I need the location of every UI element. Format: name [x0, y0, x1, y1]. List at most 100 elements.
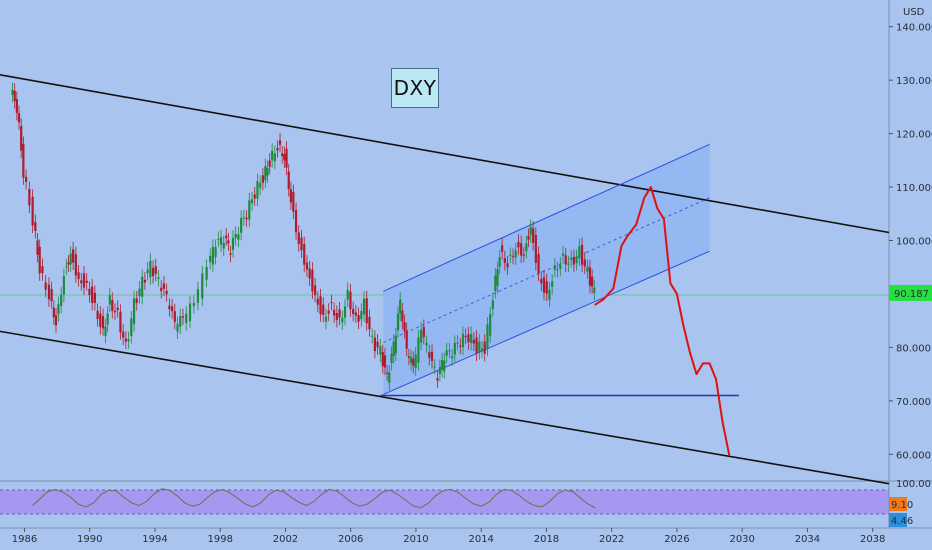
- price-candle: [322, 304, 325, 315]
- price-candle: [111, 299, 114, 312]
- price-candle: [527, 235, 530, 240]
- price-candle: [311, 269, 314, 292]
- price-candle: [394, 335, 397, 354]
- price-candle: [373, 337, 377, 352]
- price-candle: [335, 312, 338, 320]
- price-candle: [211, 247, 214, 265]
- price-candle: [253, 194, 256, 199]
- price-candle: [475, 337, 478, 354]
- x-tick-label: 2030: [729, 534, 754, 545]
- price-candle: [122, 331, 125, 338]
- price-candle: [130, 318, 133, 337]
- price-candle: [401, 310, 404, 322]
- price-candle: [376, 341, 379, 348]
- price-candle: [15, 99, 18, 113]
- channel-upper: [383, 143, 710, 292]
- price-candle: [501, 245, 504, 252]
- price-candle: [349, 291, 352, 310]
- price-candle: [69, 253, 72, 265]
- price-candle: [580, 244, 584, 265]
- price-candle: [240, 218, 243, 233]
- price-candle: [545, 281, 548, 294]
- price-candle: [62, 276, 65, 295]
- price-candle: [34, 222, 37, 232]
- x-tick-label: 1990: [77, 534, 102, 545]
- price-candle: [313, 285, 317, 295]
- price-candle: [388, 372, 391, 383]
- price-candle: [28, 188, 31, 206]
- price-candle: [219, 237, 223, 245]
- price-candle: [205, 266, 208, 280]
- y-tick-label: 130.000: [896, 76, 932, 87]
- price-candle: [141, 276, 144, 297]
- price-candle: [483, 341, 486, 354]
- price-candle: [85, 280, 88, 283]
- price-candle: [135, 298, 138, 303]
- price-candle: [143, 279, 147, 283]
- price-candle: [553, 265, 556, 270]
- price-candle: [467, 334, 470, 343]
- price-candle: [572, 257, 576, 265]
- x-tick-label: 2010: [403, 534, 428, 545]
- price-candle: [41, 266, 44, 274]
- currency-label: USD: [903, 7, 925, 18]
- price-candle: [99, 313, 102, 328]
- price-candle: [168, 305, 171, 310]
- current-price-label: 90.187: [894, 289, 929, 300]
- price-candle: [420, 329, 423, 343]
- price-candle: [338, 309, 341, 318]
- x-tick-label: 2038: [860, 534, 885, 545]
- price-candle: [503, 258, 506, 264]
- price-candle: [324, 316, 328, 322]
- price-candle: [491, 300, 494, 309]
- price-candle: [54, 315, 58, 326]
- price-candle: [36, 240, 39, 255]
- price-candle: [422, 326, 425, 338]
- price-candle: [96, 310, 99, 320]
- price-candle: [593, 287, 596, 293]
- price-candle: [154, 266, 157, 274]
- price-candle: [173, 311, 176, 322]
- price-candle: [52, 307, 55, 318]
- price-candle: [456, 342, 459, 344]
- x-tick-label: 2026: [664, 534, 689, 545]
- price-candle: [149, 260, 152, 278]
- price-candle: [146, 269, 149, 274]
- price-candle: [214, 246, 217, 258]
- price-candle: [268, 160, 271, 167]
- x-tick-label: 2034: [795, 534, 820, 545]
- price-candle: [24, 176, 28, 182]
- y-tick-label: 60.000: [896, 450, 931, 461]
- price-candle: [461, 333, 465, 348]
- price-candle: [399, 299, 402, 314]
- price-candle: [478, 341, 481, 353]
- price-candle: [564, 255, 567, 265]
- price-candle: [443, 360, 446, 372]
- price-candle: [346, 289, 349, 300]
- x-tick-label: 2022: [599, 534, 624, 545]
- price-candle: [237, 234, 240, 240]
- price-candle: [67, 262, 70, 265]
- price-candle: [327, 310, 330, 314]
- price-candle: [489, 314, 492, 336]
- price-candle: [403, 321, 406, 331]
- price-candle: [13, 90, 16, 102]
- lower-trendline: [0, 330, 890, 485]
- price-candle: [448, 350, 451, 352]
- price-candle: [556, 269, 559, 271]
- x-tick-label: 2006: [338, 534, 363, 545]
- price-candle: [586, 266, 589, 272]
- price-candle: [119, 311, 122, 333]
- price-candle: [407, 356, 410, 358]
- price-candle: [47, 284, 51, 300]
- price-candle: [106, 313, 109, 325]
- price-candle: [162, 283, 166, 289]
- price-candle: [522, 254, 525, 256]
- price-candle: [278, 140, 282, 145]
- price-candle: [287, 171, 290, 190]
- price-candle: [188, 303, 192, 321]
- price-candle: [433, 366, 436, 368]
- price-candle: [217, 238, 220, 240]
- price-candle: [425, 342, 428, 346]
- price-candle: [17, 113, 21, 123]
